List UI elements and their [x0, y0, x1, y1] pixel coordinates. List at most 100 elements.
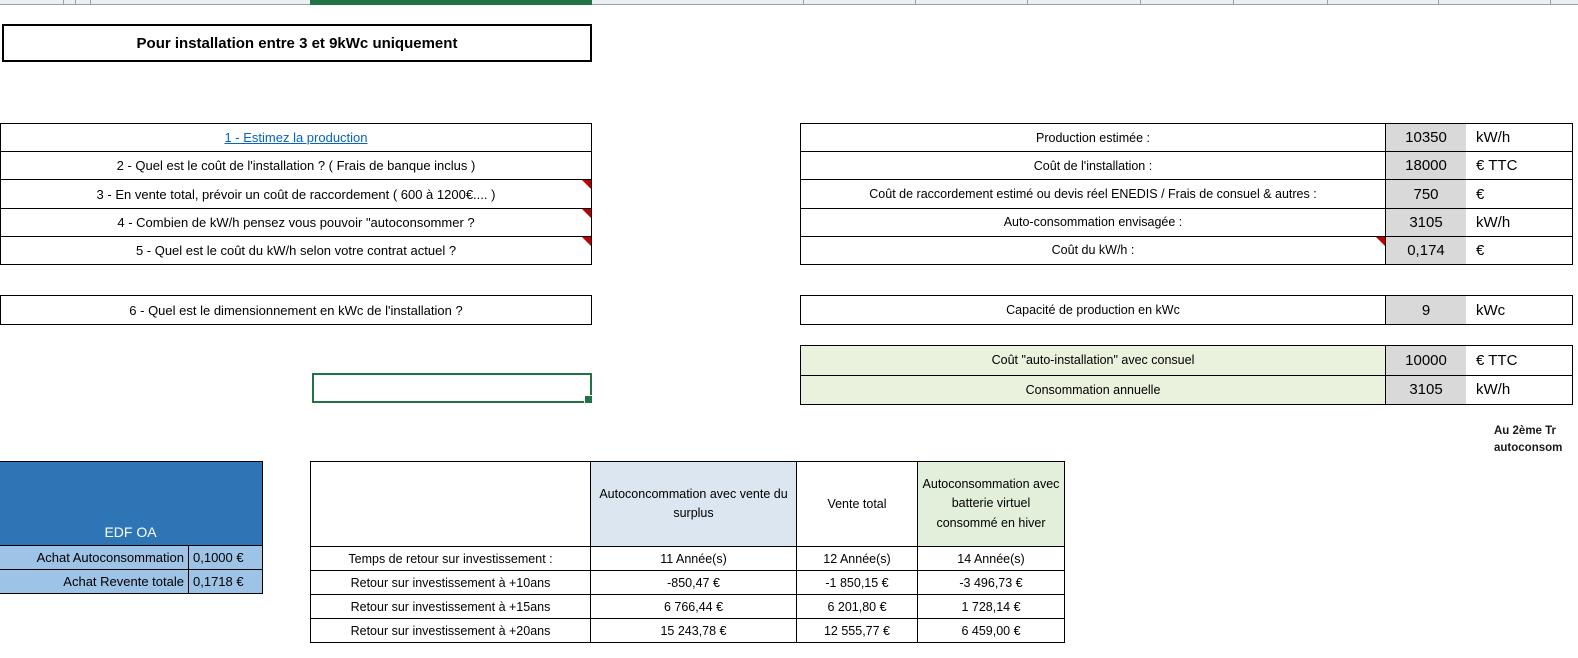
raccordement-unit-cell[interactable]: € [1466, 180, 1572, 208]
capacity-table: Capacité de production en kWc 9 kWc [800, 295, 1573, 325]
question-label: 4 - Combien de kW/h pensez vous pouvoir … [117, 214, 475, 230]
roi-comparison-table: Autoconcommation avec vente du surplus V… [310, 461, 1065, 643]
autoconsommation-value-cell[interactable]: 3105 [1386, 208, 1466, 236]
production-label-cell[interactable]: Production estimée : [801, 124, 1386, 152]
question-label: 6 - Quel est le dimensionnement en kWc d… [129, 302, 463, 318]
autoconsommation-label-cell[interactable]: Auto-consommation envisagée : [801, 208, 1386, 236]
annual-consumption-value-cell[interactable]: 3105 [1386, 375, 1466, 404]
auto-install-cost-unit-cell[interactable]: € TTC [1466, 346, 1572, 375]
table-row: Retour sur investissement à +15ans 6 766… [311, 594, 1064, 618]
capacity-value-cell[interactable]: 9 [1386, 296, 1466, 324]
installation-cost-value-cell[interactable]: 18000 [1386, 152, 1466, 180]
roi-value-cell[interactable]: 1 728,14 € [961, 599, 1021, 614]
table-row: Production estimée : 10350 kW/h [801, 124, 1572, 152]
table-row: Temps de retour sur investissement : 11 … [311, 546, 1064, 570]
auto-install-table: Coût "auto-installation" avec consuel 10… [800, 345, 1573, 405]
production-value-cell[interactable]: 10350 [1386, 124, 1466, 152]
question-cell-5[interactable]: 5 - Quel est le coût du kW/h selon votre… [1, 235, 591, 265]
roi-value-cell[interactable]: 6 201,80 € [797, 595, 918, 618]
autoconsommation-unit-cell[interactable]: kW/h [1466, 208, 1572, 236]
roi-row-label-cell[interactable]: Retour sur investissement à +20ans [311, 619, 591, 642]
achat-autoconsommation-label-cell[interactable]: Achat Autoconsommation [0, 546, 189, 569]
capacity-unit-cell[interactable]: kWc [1466, 296, 1572, 324]
table-row: Achat Revente totale 0,1718 € [0, 569, 262, 593]
gridline [1327, 0, 1328, 5]
roi-value-cell[interactable]: -1 850,15 € [797, 571, 918, 594]
roi-row-label-cell[interactable]: Temps de retour sur investissement : [311, 547, 591, 570]
note-line-1: Au 2ème Tr [1494, 425, 1556, 437]
roi-value-cell[interactable]: 6 766,44 € [591, 595, 797, 618]
question-cell-4[interactable]: 4 - Combien de kW/h pensez vous pouvoir … [1, 207, 591, 236]
page-title[interactable]: Pour installation entre 3 et 9kWc unique… [2, 24, 592, 62]
table-row: Achat Autoconsommation 0,1000 € [0, 545, 262, 569]
estimates-table: Production estimée : 10350 kW/h Coût de … [800, 123, 1573, 265]
gridline [75, 0, 76, 5]
table-row: Retour sur investissement à +10ans -850,… [311, 570, 1064, 594]
clipped-note-text: Au 2ème Tr autoconsom [1494, 423, 1578, 457]
roi-header-empty-cell[interactable] [311, 462, 591, 546]
gridline [1550, 0, 1551, 5]
kwh-cost-label-cell[interactable]: Coût du kW/h : [801, 236, 1386, 265]
comment-indicator-icon [582, 208, 591, 218]
roi-header-batterie-cell[interactable]: Autoconsommation avec batterie virtuel c… [918, 462, 1064, 546]
roi-header-vente-total-cell[interactable]: Vente total [797, 462, 918, 546]
fill-handle[interactable] [584, 395, 593, 404]
comment-indicator-icon [1376, 236, 1385, 246]
auto-install-cost-value-cell[interactable]: 10000 [1386, 346, 1466, 375]
roi-value-cell[interactable]: 12 Année(s) [797, 547, 918, 570]
questions-table: 1 - Estimez la production 2 - Quel est l… [0, 123, 592, 265]
question-cell-3[interactable]: 3 - En vente total, prévoir un coût de r… [1, 179, 591, 208]
installation-cost-label-cell[interactable]: Coût de l'installation : [801, 152, 1386, 180]
question-cell-6[interactable]: 6 - Quel est le dimensionnement en kWc d… [0, 295, 592, 325]
gridline [803, 0, 804, 5]
edf-oa-header-cell[interactable]: EDF OA [0, 462, 262, 545]
estimate-production-link[interactable]: 1 - Estimez la production [224, 130, 368, 146]
production-unit-cell[interactable]: kW/h [1466, 124, 1572, 152]
table-row: Consommation annuelle 3105 kW/h [801, 374, 1572, 404]
table-row: Coût du kW/h : 0,174 € [801, 235, 1572, 265]
roi-value-cell[interactable]: -850,47 € [591, 571, 797, 594]
kwh-cost-value-cell[interactable]: 0,174 [1386, 236, 1466, 265]
installation-cost-unit-cell[interactable]: € TTC [1466, 152, 1572, 180]
question-cell-1[interactable]: 1 - Estimez la production [1, 124, 591, 152]
roi-header-surplus-cell[interactable]: Autoconcommation avec vente du surplus [591, 462, 797, 546]
comment-indicator-icon [582, 180, 591, 190]
kwh-cost-label: Coût du kW/h : [1051, 243, 1135, 258]
achat-revente-label-cell[interactable]: Achat Revente totale [0, 570, 189, 593]
raccordement-value-cell[interactable]: 750 [1386, 180, 1466, 208]
question-label: 2 - Quel est le coût de l'installation ?… [116, 158, 476, 174]
roi-row-label-cell[interactable]: Retour sur investissement à +15ans [311, 595, 591, 618]
gridline [63, 0, 64, 5]
kwh-cost-unit-cell[interactable]: € [1466, 236, 1572, 265]
question-cell-2[interactable]: 2 - Quel est le coût de l'installation ?… [1, 151, 591, 180]
roi-value-cell[interactable]: 6 459,00 € [961, 623, 1021, 638]
comment-indicator-icon [582, 236, 591, 246]
roi-value-cell[interactable]: 14 Année(s) [957, 551, 1025, 566]
gridline [90, 0, 91, 5]
achat-autoconsommation-value-cell[interactable]: 0,1000 € [193, 550, 244, 565]
annual-consumption-unit-cell[interactable]: kW/h [1466, 375, 1572, 404]
gridline [1140, 0, 1141, 5]
table-row: Capacité de production en kWc 9 kWc [801, 296, 1572, 324]
selected-cell[interactable] [312, 373, 593, 404]
edf-oa-table: EDF OA Achat Autoconsommation 0,1000 € A… [0, 461, 263, 594]
table-row: Auto-consommation envisagée : 3105 kW/h [801, 207, 1572, 236]
gridline [1027, 0, 1028, 5]
gridline [1438, 0, 1439, 5]
capacity-label-cell[interactable]: Capacité de production en kWc [801, 296, 1386, 324]
roi-row-label-cell[interactable]: Retour sur investissement à +10ans [311, 571, 591, 594]
roi-header-row: Autoconcommation avec vente du surplus V… [311, 462, 1064, 546]
table-row: Coût de raccordement estimé ou devis rée… [801, 179, 1572, 208]
roi-value-cell[interactable]: 12 555,77 € [797, 619, 918, 642]
note-line-2: autoconsom [1494, 442, 1563, 454]
raccordement-label-cell[interactable]: Coût de raccordement estimé ou devis rée… [801, 180, 1386, 208]
gridline [915, 0, 916, 5]
roi-value-cell[interactable]: 15 243,78 € [591, 619, 797, 642]
table-row: Coût "auto-installation" avec consuel 10… [801, 346, 1572, 375]
annual-consumption-label-cell[interactable]: Consommation annuelle [801, 375, 1386, 404]
table-row: Retour sur investissement à +20ans 15 24… [311, 618, 1064, 642]
achat-revente-value-cell[interactable]: 0,1718 € [193, 574, 244, 589]
roi-value-cell[interactable]: 11 Année(s) [591, 547, 797, 570]
roi-value-cell[interactable]: -3 496,73 € [959, 575, 1023, 590]
auto-install-cost-label-cell[interactable]: Coût "auto-installation" avec consuel [801, 346, 1386, 375]
